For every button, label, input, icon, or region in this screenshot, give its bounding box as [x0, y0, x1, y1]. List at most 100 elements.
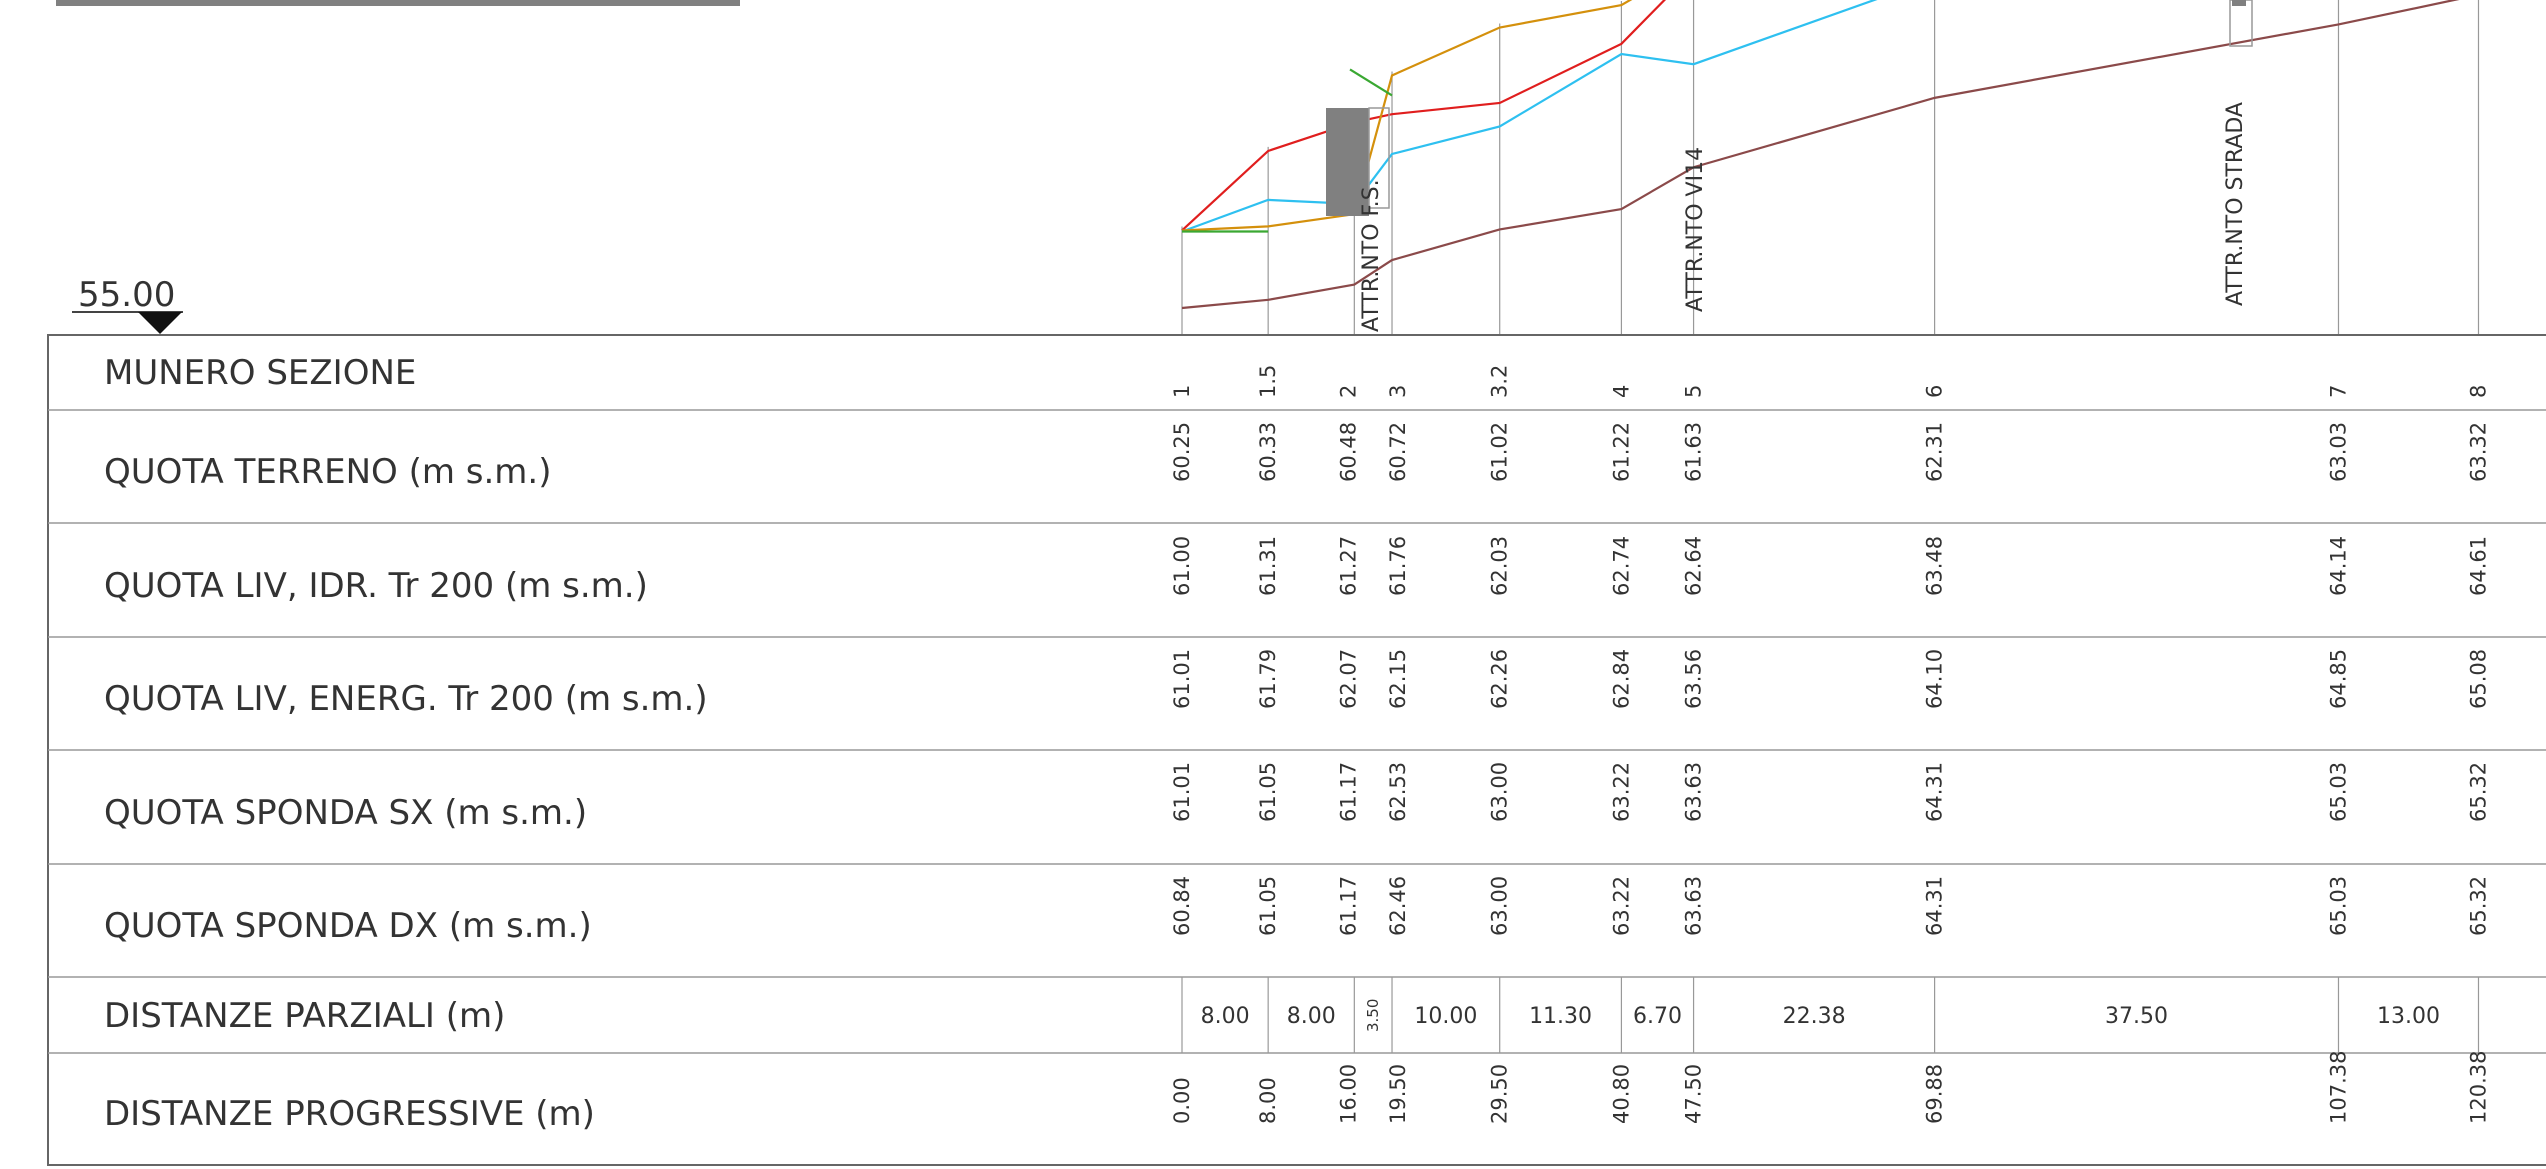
terreno-value: 61.02	[1488, 422, 1512, 482]
section-number: 1	[1170, 385, 1194, 398]
terreno-value: 60.48	[1336, 422, 1360, 482]
energ-value: 64.10	[1923, 649, 1947, 709]
energ-value: 64.85	[2326, 649, 2350, 709]
terreno-value: 60.72	[1386, 422, 1410, 482]
bridge-structure	[1326, 107, 1390, 216]
row-label-progressive: DISTANZE PROGRESSIVE (m)	[104, 1094, 595, 1134]
section-number: 3	[1386, 385, 1410, 398]
section-number: 4	[1609, 385, 1633, 398]
idr-value: 62.03	[1488, 536, 1512, 596]
energ-value: 63.56	[1682, 649, 1706, 709]
progressive-value: 19.50	[1386, 1064, 1410, 1124]
energ-value: 62.07	[1336, 649, 1360, 709]
reference-level-label: 55.00	[78, 275, 175, 315]
idr-value: 61.00	[1170, 536, 1194, 596]
progressive-value: 40.80	[1609, 1064, 1633, 1124]
annotation-fs: ATTR.NTO F.S.	[1359, 179, 1384, 332]
row-label-terreno: QUOTA TERRENO (m s.m.)	[104, 452, 552, 492]
sx-value: 64.31	[1923, 762, 1947, 822]
section-number: 6	[1923, 385, 1947, 398]
partial-distance-value: 3.50	[1364, 999, 1382, 1032]
idr-value: 61.31	[1256, 536, 1280, 596]
idr-value: 62.64	[1682, 536, 1706, 596]
table-values: 11.5233.2456789101160.2560.3360.4860.726…	[1170, 365, 2490, 1124]
energ-value: 62.84	[1609, 649, 1633, 709]
annotation-vi14: ATTR.NTO VI14	[1683, 147, 1708, 312]
partial-distance-value: 13.00	[2377, 1004, 2440, 1029]
reference-level-triangle-icon	[138, 312, 182, 334]
bridge-pier-block	[1326, 108, 1369, 216]
terreno-value: 61.63	[1682, 422, 1706, 482]
dx-value: 64.31	[1923, 876, 1947, 936]
green-level-line	[1349, 68, 1393, 97]
section-number: 5	[1682, 385, 1706, 398]
dx-value: 65.32	[2466, 876, 2490, 936]
sx-value: 62.53	[1386, 762, 1410, 822]
energ-value: 61.01	[1170, 649, 1194, 709]
sx-value: 63.63	[1682, 762, 1706, 822]
annotation-strada: ATTR.NTO STRADA	[2223, 102, 2248, 306]
energ-value: 61.79	[1256, 649, 1280, 709]
terreno-value: 60.25	[1170, 422, 1194, 482]
dx-value: 61.05	[1256, 876, 1280, 936]
energ-value: 62.15	[1386, 649, 1410, 709]
progressive-value: 107.38	[2326, 1051, 2350, 1124]
dx-value: 65.03	[2326, 876, 2350, 936]
partial-distance-value: 8.00	[1201, 1004, 1250, 1029]
bridge-outline	[1368, 107, 1390, 209]
progressive-value: 69.88	[1923, 1064, 1947, 1124]
road-structure	[2229, 0, 2253, 47]
idr-value: 64.14	[2326, 536, 2350, 596]
energ-value: 65.08	[2466, 649, 2490, 709]
progressive-value: 29.50	[1488, 1064, 1512, 1124]
partial-distance-value: 6.70	[1633, 1004, 1682, 1029]
energy-line	[1181, 0, 1667, 232]
dx-value: 63.00	[1488, 876, 1512, 936]
profile-table: MUNERO SEZIONE QUOTA TERRENO (m s.m.) QU…	[47, 334, 2546, 1166]
dx-value: 60.84	[1170, 876, 1194, 936]
profile-lines	[1181, 0, 2460, 310]
idr-value: 64.61	[2466, 536, 2490, 596]
distance-dividers	[1181, 977, 2480, 1053]
sx-value: 63.22	[1609, 762, 1633, 822]
section-number: 3.2	[1488, 365, 1512, 398]
dx-value: 61.17	[1336, 876, 1360, 936]
row-label-sezione: MUNERO SEZIONE	[104, 353, 416, 393]
idr-value: 61.76	[1386, 536, 1410, 596]
row-label-idr: QUOTA LIV, IDR. Tr 200 (m s.m.)	[104, 566, 648, 606]
section-vertical-lines	[1181, 0, 2480, 335]
title-bar	[56, 0, 740, 6]
section-number: 7	[2326, 385, 2350, 398]
energ-value: 62.26	[1488, 649, 1512, 709]
sx-value: 65.32	[2466, 762, 2490, 822]
progressive-value: 8.00	[1256, 1077, 1280, 1124]
progressive-value: 16.00	[1336, 1064, 1360, 1124]
terreno-value: 63.32	[2466, 422, 2490, 482]
road-outline	[2229, 0, 2253, 47]
terreno-value: 63.03	[2326, 422, 2350, 482]
row-label-parziali: DISTANZE PARZIALI (m)	[104, 996, 505, 1036]
partial-distance-value: 10.00	[1414, 1004, 1477, 1029]
progressive-value: 120.38	[2466, 1051, 2490, 1124]
ground-line	[1181, 0, 2460, 310]
sx-value: 65.03	[2326, 762, 2350, 822]
dx-value: 63.22	[1609, 876, 1633, 936]
terreno-value: 61.22	[1609, 422, 1633, 482]
progressive-value: 47.50	[1682, 1064, 1706, 1124]
reference-level-marker: 55.00	[72, 275, 183, 334]
sx-value: 63.00	[1488, 762, 1512, 822]
dx-value: 63.63	[1682, 876, 1706, 936]
sx-value: 61.17	[1336, 762, 1360, 822]
progressive-value: 0.00	[1170, 1077, 1194, 1124]
sx-value: 61.01	[1170, 762, 1194, 822]
section-number: 2	[1336, 385, 1360, 398]
idr-value: 61.27	[1336, 536, 1360, 596]
terreno-value: 60.33	[1256, 422, 1280, 482]
idr-value: 63.48	[1923, 536, 1947, 596]
partial-distance-value: 37.50	[2105, 1004, 2168, 1029]
partial-distance-value: 8.00	[1287, 1004, 1336, 1029]
row-label-energ: QUOTA LIV, ENERG. Tr 200 (m s.m.)	[104, 679, 708, 719]
road-block	[2232, 0, 2246, 6]
row-label-sx: QUOTA SPONDA SX (m s.m.)	[104, 793, 587, 833]
